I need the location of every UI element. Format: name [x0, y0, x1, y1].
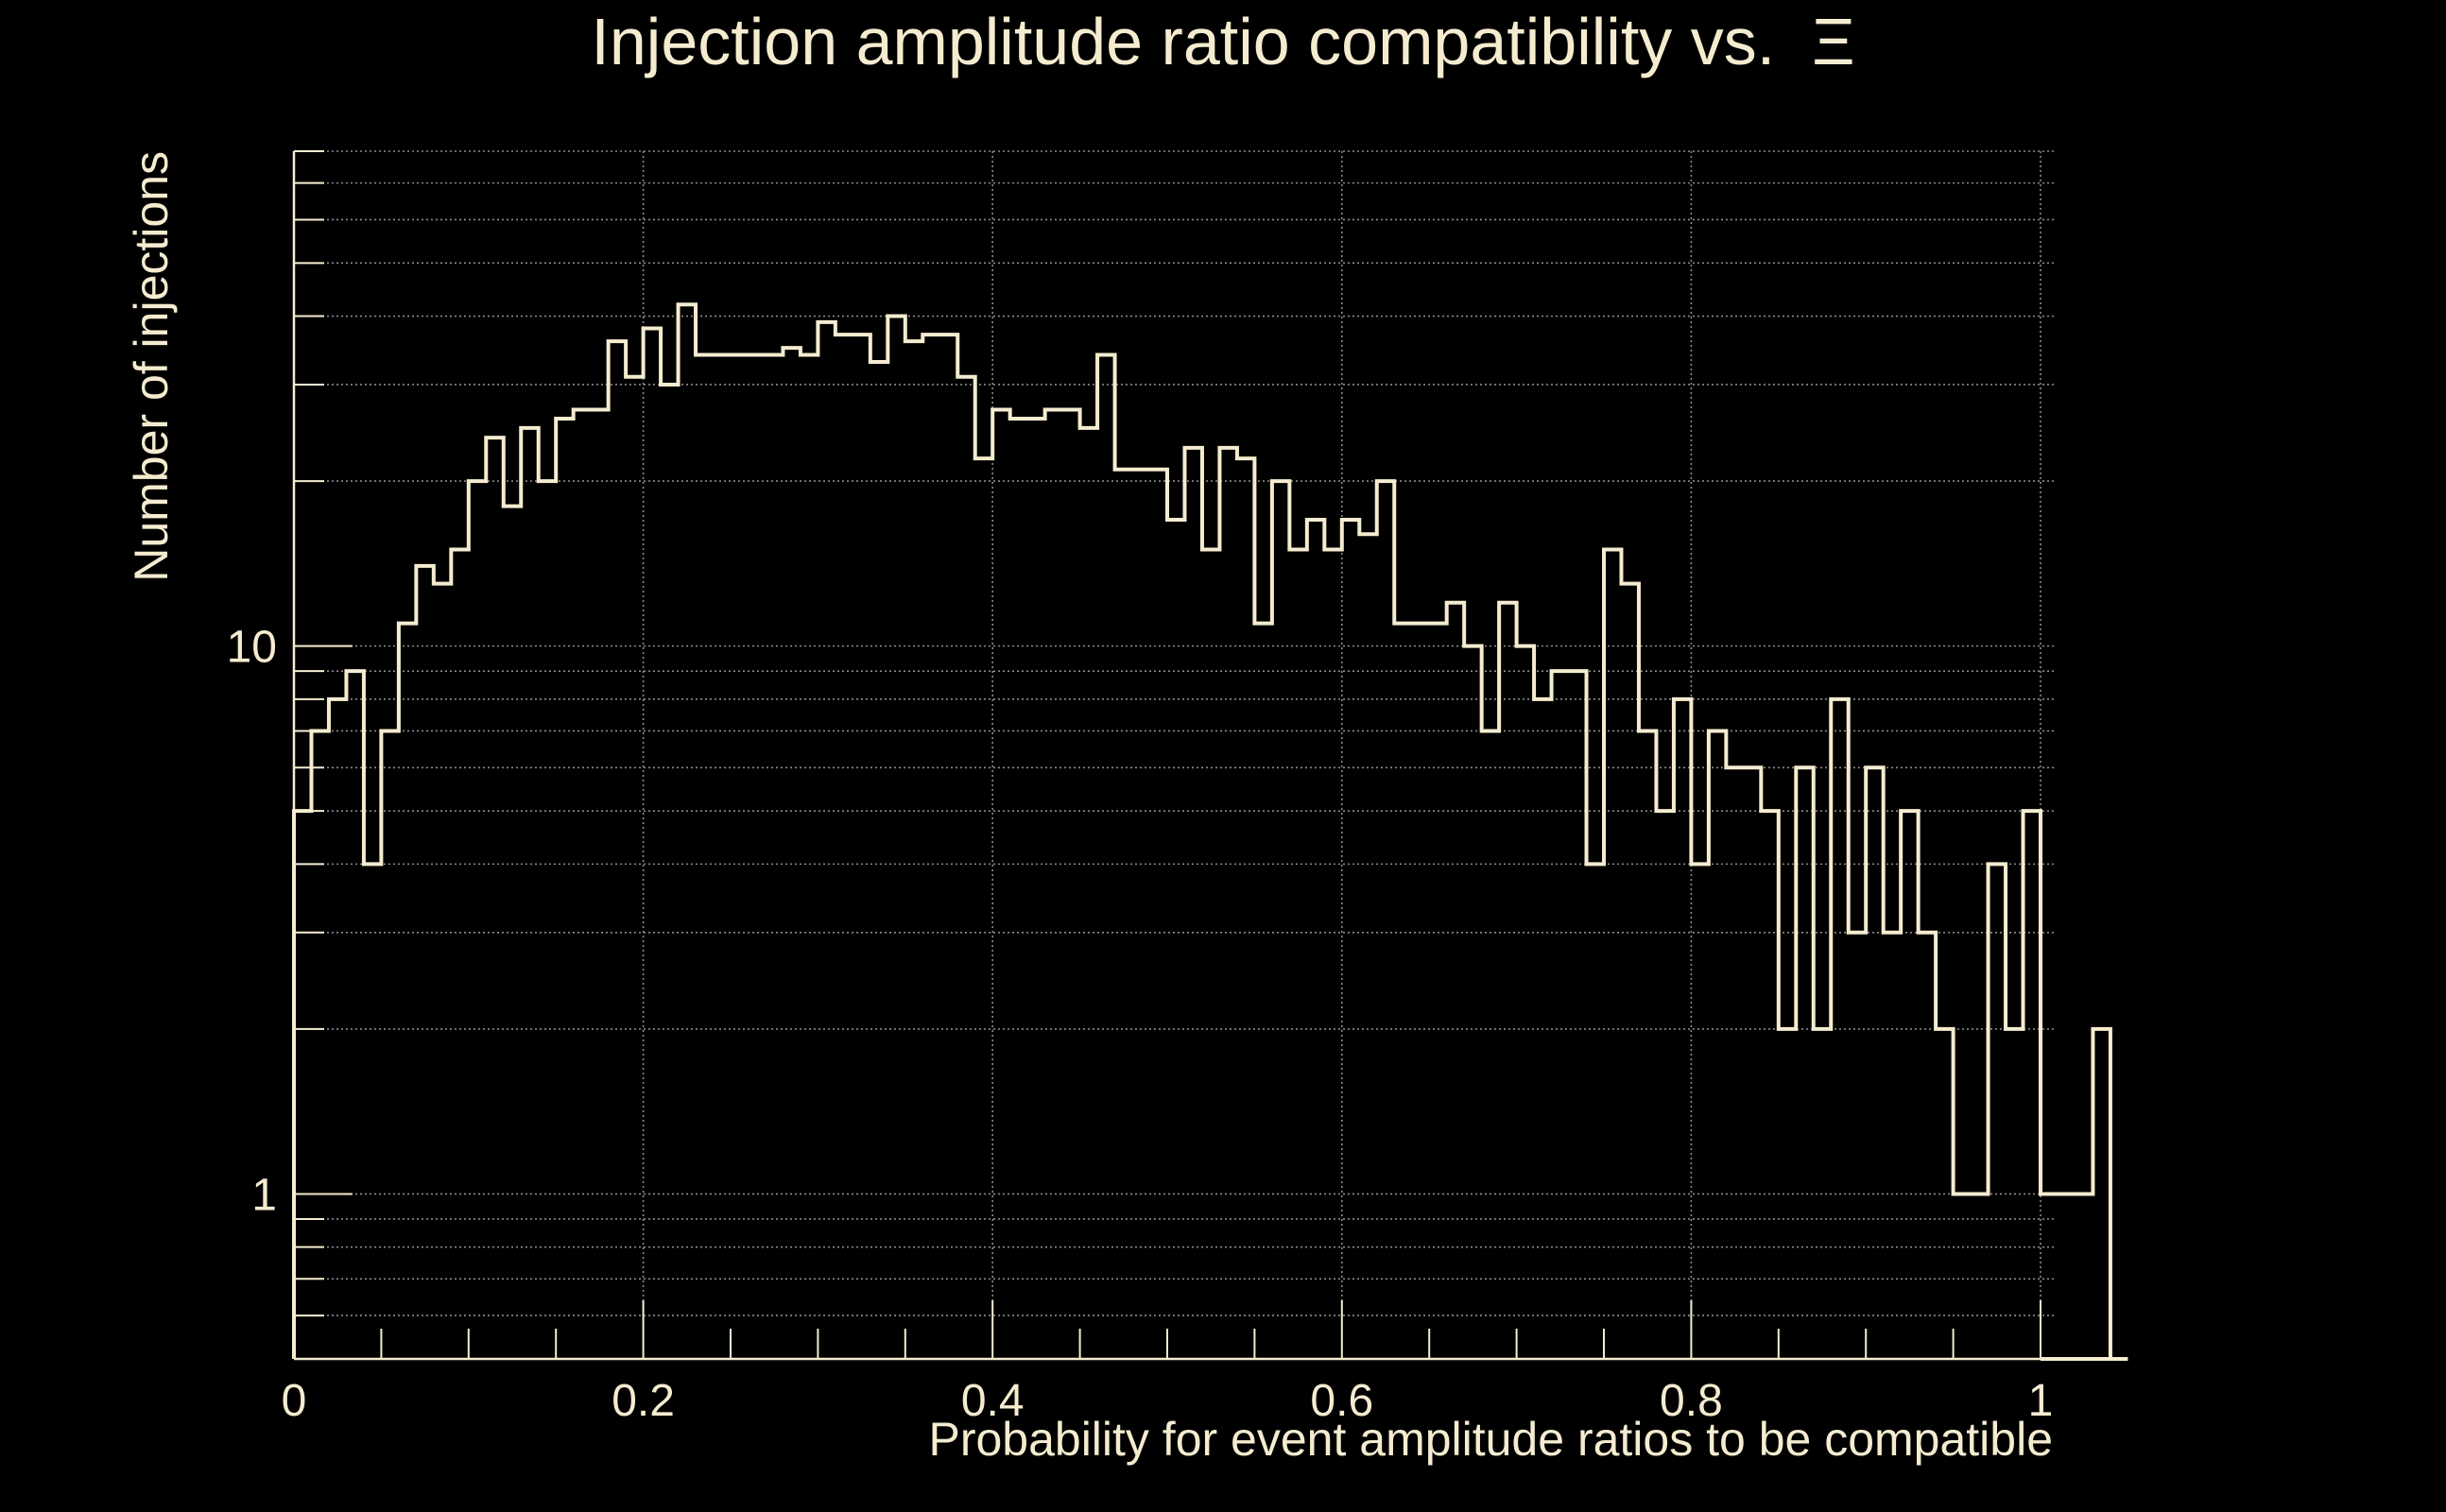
x-tick-label: 0.2 — [612, 1376, 675, 1426]
y-axis-title: Number of injections — [125, 151, 178, 582]
x-tick-label: 1 — [2028, 1376, 2054, 1426]
x-tick-label: 0.6 — [1310, 1376, 1373, 1426]
grid-lines — [293, 150, 2054, 1360]
x-axis-title: Probability for event amplitude ratios t… — [928, 1413, 2053, 1466]
chart-title: Injection amplitude ratio compatibility … — [591, 5, 1854, 78]
chart-labels: Injection amplitude ratio compatibility … — [125, 5, 2053, 1466]
x-tick-label: 0 — [282, 1376, 307, 1426]
x-tick-label: 0.4 — [961, 1376, 1025, 1426]
y-tick-label: 1 — [251, 1170, 277, 1220]
x-tick-label: 0.8 — [1660, 1376, 1723, 1426]
y-tick-label: 10 — [227, 623, 277, 673]
histogram-outline — [292, 302, 2128, 1361]
histogram-bars — [292, 302, 2128, 1361]
